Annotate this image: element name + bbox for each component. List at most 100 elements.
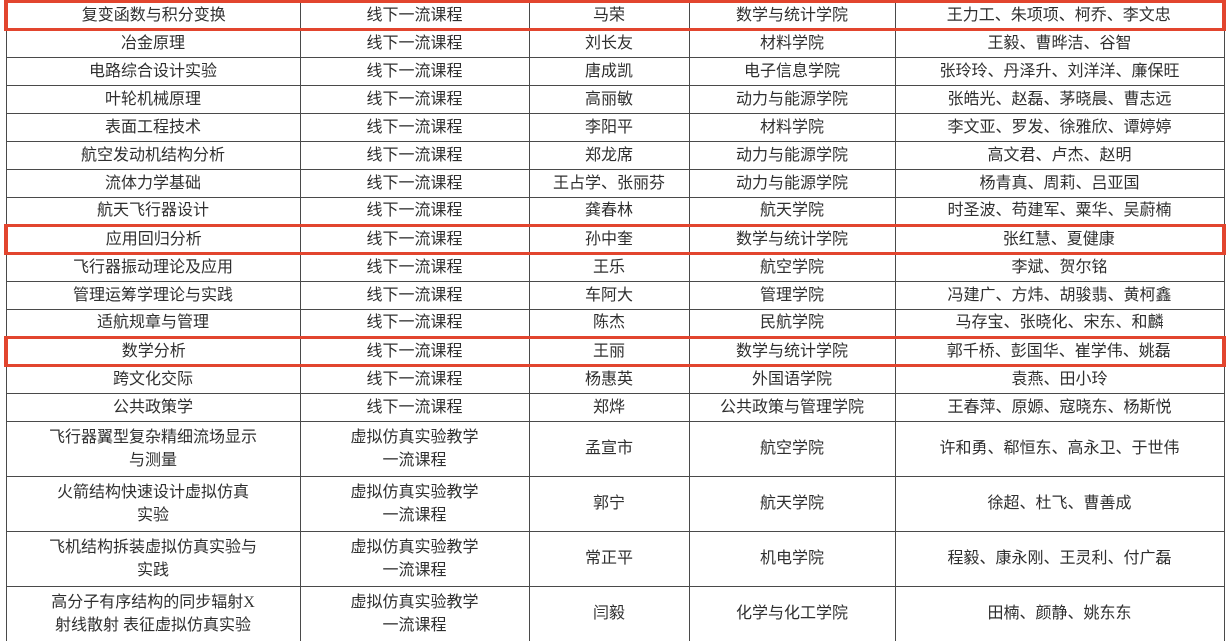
table-body: 复变函数与积分变换 线下一流课程 马荣 数学与统计学院 王力工、朱项项、柯乔、李… — [4, 0, 1226, 641]
leader-name-cell: 马荣 — [528, 0, 690, 31]
leader-name-cell: 陈杰 — [528, 309, 690, 338]
course-type-cell: 线下一流课程 — [299, 253, 530, 282]
table-row: 航空发动机结构分析 线下一流课程 郑龙席 动力与能源学院 高文君、卢杰、赵明 — [5, 141, 1225, 170]
leader-name-cell: 王乐 — [528, 253, 690, 282]
team-members-cell: 冯建广、方炜、胡骏翡、黄柯鑫 — [894, 281, 1225, 310]
team-members-cell: 张玲玲、丹泽升、刘洋洋、廉保旺 — [894, 57, 1225, 86]
college-cell: 外国语学院 — [688, 365, 896, 394]
table-row: 冶金原理 线下一流课程 刘长友 材料学院 王毅、曹晔洁、谷智 — [5, 29, 1225, 58]
course-name-cell: 飞行器振动理论及应用 — [5, 253, 301, 282]
table-row: 管理运筹学理论与实践 线下一流课程 车阿大 管理学院 冯建广、方炜、胡骏翡、黄柯… — [5, 281, 1225, 310]
team-members-cell: 李斌、贺尔铭 — [894, 253, 1225, 282]
team-members-cell: 时圣波、苟建军、粟华、吴蔚楠 — [894, 197, 1225, 226]
course-type-cell: 虚拟仿真实验教学 一流课程 — [299, 531, 530, 587]
table-row: 航天飞行器设计 线下一流课程 龚春林 航天学院 时圣波、苟建军、粟华、吴蔚楠 — [5, 197, 1225, 226]
course-name-cell: 高分子有序结构的同步辐射X 射线散射 表征虚拟仿真实验 — [5, 586, 301, 641]
course-name-cell: 火箭结构快速设计虚拟仿真 实验 — [5, 476, 301, 532]
leader-name-cell: 闫毅 — [528, 586, 690, 641]
college-cell: 化学与化工学院 — [688, 586, 896, 641]
course-name-cell: 电路综合设计实验 — [5, 57, 301, 86]
college-cell: 材料学院 — [688, 29, 896, 58]
course-type-cell: 线下一流课程 — [299, 29, 530, 58]
leader-name-cell: 龚春林 — [528, 197, 690, 226]
course-type-cell: 线下一流课程 — [299, 113, 530, 142]
leader-name-cell: 郑龙席 — [528, 141, 690, 170]
table-row: 流体力学基础 线下一流课程 王占学、张丽芬 动力与能源学院 杨青真、周莉、吕亚国 — [5, 169, 1225, 198]
team-members-cell: 张皓光、赵磊、茅晓晨、曹志远 — [894, 85, 1225, 114]
table-row: 叶轮机械原理 线下一流课程 高丽敏 动力与能源学院 张皓光、赵磊、茅晓晨、曹志远 — [5, 85, 1225, 114]
leader-name-cell: 郭宁 — [528, 476, 690, 532]
college-cell: 航空学院 — [688, 253, 896, 282]
course-name-cell: 叶轮机械原理 — [5, 85, 301, 114]
leader-name-cell: 郑烨 — [528, 393, 690, 422]
table-row: 公共政策学 线下一流课程 郑烨 公共政策与管理学院 王春萍、原嫄、寇晓东、杨斯悦 — [5, 393, 1225, 422]
college-cell: 电子信息学院 — [688, 57, 896, 86]
course-name-cell: 冶金原理 — [5, 29, 301, 58]
course-type-cell: 线下一流课程 — [299, 224, 530, 255]
table-row: 表面工程技术 线下一流课程 李阳平 材料学院 李文亚、罗发、徐雅欣、谭婷婷 — [5, 113, 1225, 142]
leader-name-cell: 王占学、张丽芬 — [528, 169, 690, 198]
team-members-cell: 张红慧、夏健康 — [894, 224, 1226, 255]
team-members-cell: 袁燕、田小玲 — [894, 365, 1225, 394]
table-row: 高分子有序结构的同步辐射X 射线散射 表征虚拟仿真实验 虚拟仿真实验教学 一流课… — [5, 586, 1225, 641]
team-members-cell: 杨青真、周莉、吕亚国 — [894, 169, 1225, 198]
course-name-cell: 跨文化交际 — [5, 365, 301, 394]
course-name-cell: 流体力学基础 — [5, 169, 301, 198]
table-row: 飞机结构拆装虚拟仿真实验与 实践 虚拟仿真实验教学 一流课程 常正平 机电学院 … — [5, 531, 1225, 587]
course-type-cell: 线下一流课程 — [299, 336, 530, 367]
course-name-cell: 数学分析 — [4, 336, 301, 367]
team-members-cell: 王力工、朱项项、柯乔、李文忠 — [894, 0, 1226, 31]
team-members-cell: 王春萍、原嫄、寇晓东、杨斯悦 — [894, 393, 1225, 422]
course-name-cell: 复变函数与积分变换 — [4, 0, 301, 31]
college-cell: 机电学院 — [688, 531, 896, 587]
course-name-cell: 飞行器翼型复杂精细流场显示 与测量 — [5, 421, 301, 477]
awarded-courses-table: 复变函数与积分变换 线下一流课程 马荣 数学与统计学院 王力工、朱项项、柯乔、李… — [4, 0, 1226, 641]
table-row-highlighted: 数学分析 线下一流课程 王丽 数学与统计学院 郭千桥、彭国华、崔学伟、姚磊 — [4, 336, 1226, 367]
course-type-cell: 虚拟仿真实验教学 一流课程 — [299, 476, 530, 532]
college-cell: 民航学院 — [688, 309, 896, 338]
college-cell: 动力与能源学院 — [688, 141, 896, 170]
college-cell: 动力与能源学院 — [688, 169, 896, 198]
course-name-cell: 管理运筹学理论与实践 — [5, 281, 301, 310]
college-cell: 数学与统计学院 — [688, 336, 896, 367]
course-name-cell: 航空发动机结构分析 — [5, 141, 301, 170]
leader-name-cell: 刘长友 — [528, 29, 690, 58]
college-cell: 公共政策与管理学院 — [688, 393, 896, 422]
course-type-cell: 线下一流课程 — [299, 0, 530, 31]
college-cell: 动力与能源学院 — [688, 85, 896, 114]
table-row-highlighted: 应用回归分析 线下一流课程 孙中奎 数学与统计学院 张红慧、夏健康 — [4, 224, 1226, 255]
team-members-cell: 高文君、卢杰、赵明 — [894, 141, 1225, 170]
course-name-cell: 应用回归分析 — [4, 224, 301, 255]
course-type-cell: 线下一流课程 — [299, 365, 530, 394]
course-name-cell: 表面工程技术 — [5, 113, 301, 142]
team-members-cell: 王毅、曹晔洁、谷智 — [894, 29, 1225, 58]
course-name-cell: 飞机结构拆装虚拟仿真实验与 实践 — [5, 531, 301, 587]
table-row: 飞行器振动理论及应用 线下一流课程 王乐 航空学院 李斌、贺尔铭 — [5, 253, 1225, 282]
leader-name-cell: 车阿大 — [528, 281, 690, 310]
course-type-cell: 虚拟仿真实验教学 一流课程 — [299, 586, 530, 641]
college-cell: 航天学院 — [688, 197, 896, 226]
table-row: 适航规章与管理 线下一流课程 陈杰 民航学院 马存宝、张晓化、宋东、和麟 — [5, 309, 1225, 338]
table-row: 电路综合设计实验 线下一流课程 唐成凯 电子信息学院 张玲玲、丹泽升、刘洋洋、廉… — [5, 57, 1225, 86]
college-cell: 数学与统计学院 — [688, 0, 896, 31]
table-row: 跨文化交际 线下一流课程 杨惠英 外国语学院 袁燕、田小玲 — [5, 365, 1225, 394]
course-type-cell: 线下一流课程 — [299, 281, 530, 310]
college-cell: 航天学院 — [688, 476, 896, 532]
table-row: 飞行器翼型复杂精细流场显示 与测量 虚拟仿真实验教学 一流课程 孟宣市 航空学院… — [5, 421, 1225, 477]
leader-name-cell: 高丽敏 — [528, 85, 690, 114]
course-name-cell: 适航规章与管理 — [5, 309, 301, 338]
course-type-cell: 线下一流课程 — [299, 309, 530, 338]
course-type-cell: 虚拟仿真实验教学 一流课程 — [299, 421, 530, 477]
team-members-cell: 徐超、杜飞、曹善成 — [894, 476, 1225, 532]
team-members-cell: 李文亚、罗发、徐雅欣、谭婷婷 — [894, 113, 1225, 142]
table-row: 火箭结构快速设计虚拟仿真 实验 虚拟仿真实验教学 一流课程 郭宁 航天学院 徐超… — [5, 476, 1225, 532]
team-members-cell: 田楠、颜静、姚东东 — [894, 586, 1225, 641]
course-type-cell: 线下一流课程 — [299, 197, 530, 226]
team-members-cell: 郭千桥、彭国华、崔学伟、姚磊 — [894, 336, 1226, 367]
team-members-cell: 马存宝、张晓化、宋东、和麟 — [894, 309, 1225, 338]
course-type-cell: 线下一流课程 — [299, 393, 530, 422]
college-cell: 数学与统计学院 — [688, 224, 896, 255]
leader-name-cell: 李阳平 — [528, 113, 690, 142]
leader-name-cell: 唐成凯 — [528, 57, 690, 86]
course-type-cell: 线下一流课程 — [299, 57, 530, 86]
